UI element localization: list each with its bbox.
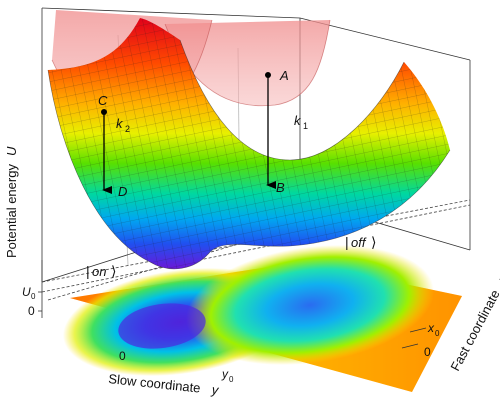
label-c: C bbox=[98, 93, 108, 108]
fast-tick-x0: x bbox=[427, 321, 435, 335]
energy-tick-u0: U bbox=[22, 285, 31, 299]
state-labels: | on ⟩ | off ⟩ bbox=[86, 234, 376, 279]
rate-k1: k bbox=[294, 113, 302, 128]
svg-text:Potential energy: Potential energy bbox=[4, 164, 19, 258]
label-a: A bbox=[279, 68, 289, 83]
svg-text:|: | bbox=[86, 263, 90, 279]
svg-text:on: on bbox=[92, 264, 106, 279]
energy-tick-u0-subscript: 0 bbox=[31, 292, 36, 301]
energy-tick-zero: 0 bbox=[28, 304, 35, 318]
slow-tick-y0: y bbox=[221, 367, 229, 381]
svg-text:x: x bbox=[494, 272, 500, 286]
svg-text:U: U bbox=[4, 146, 19, 156]
energy-axis-title: Potential energy U bbox=[4, 146, 19, 258]
state-off-label: | off ⟩ bbox=[345, 234, 376, 250]
fast-axis-title: Fast coordinate x bbox=[447, 272, 500, 374]
label-d: D bbox=[118, 184, 127, 199]
svg-text:⟩: ⟩ bbox=[111, 263, 116, 279]
label-b: B bbox=[276, 180, 285, 195]
fast-tick-x0-subscript: 0 bbox=[435, 329, 440, 338]
svg-text:y: y bbox=[210, 382, 221, 398]
point-labels: C A B D k 2 k 1 bbox=[98, 68, 308, 199]
potential-surface bbox=[47, 18, 451, 270]
state-on-label: | on ⟩ bbox=[86, 263, 116, 279]
rate-k2-subscript: 2 bbox=[125, 124, 130, 134]
energy-axis: U 0 0 Potential energy U bbox=[4, 146, 43, 318]
svg-text:⟩: ⟩ bbox=[371, 234, 376, 250]
rate-k2: k bbox=[116, 116, 124, 131]
slow-tick-y0-subscript: 0 bbox=[229, 375, 234, 384]
contour-map bbox=[62, 244, 462, 392]
svg-text:off: off bbox=[351, 235, 367, 250]
rate-k1-subscript: 1 bbox=[303, 121, 308, 131]
transition-arrows bbox=[101, 72, 276, 194]
slow-tick-zero: 0 bbox=[119, 349, 126, 363]
svg-text:|: | bbox=[345, 234, 349, 250]
fast-tick-zero: 0 bbox=[424, 345, 431, 359]
